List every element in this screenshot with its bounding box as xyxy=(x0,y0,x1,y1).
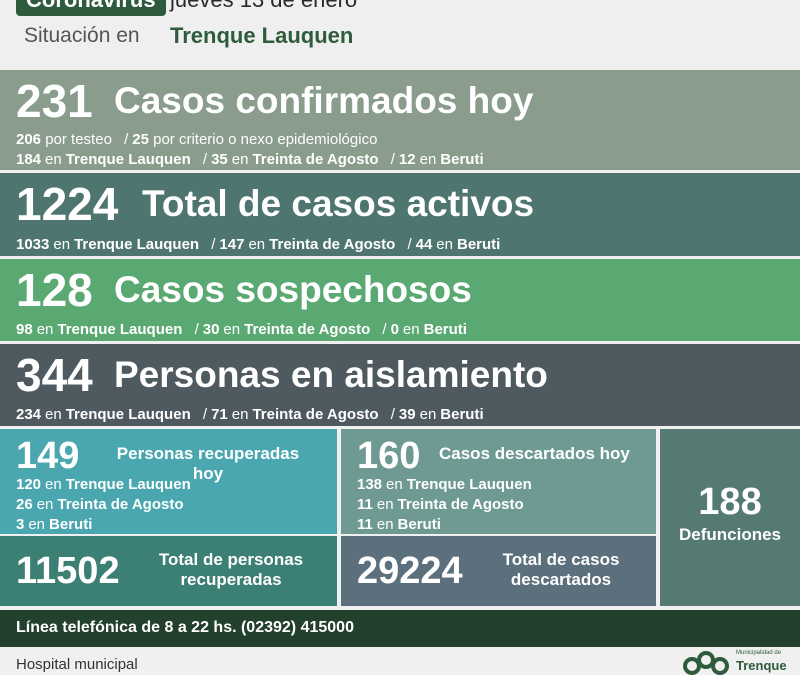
recovered-loc-ta: 26 en Treinta de Agosto xyxy=(16,496,184,513)
loc-name: Beruti xyxy=(440,151,484,168)
suspect-locations: 98 en Trenque Lauquen /30 en Treinta de Agos… xyxy=(16,321,467,338)
discarded-title: Casos descartados hoy xyxy=(439,444,630,463)
loc-count: 30 xyxy=(202,321,220,338)
loc-name: Beruti xyxy=(423,321,467,338)
isolation-locations: 234 en Trenque Lauquen /71 en Treinta de Ago… xyxy=(16,406,484,423)
loc-count: 39 xyxy=(398,406,416,423)
loc-name: Trenque Lauquen xyxy=(65,151,191,168)
loc-count: 147 xyxy=(219,236,245,253)
hospital-label: Hospital municipal xyxy=(16,656,138,673)
recovered-box: 149 Personas recuperadas hoy 120 en Trenqu… xyxy=(0,429,337,534)
loc-count: 12 xyxy=(398,151,416,168)
active-panel: 1224 Total de casos activos 1033 en Trenqu… xyxy=(0,173,800,256)
active-title: Total de casos activos xyxy=(142,183,535,224)
confirmed-panel: 231 Casos confirmados hoy 206 por testeo… xyxy=(0,70,800,170)
loc-count: 71 xyxy=(211,406,228,423)
loc-name: Trenque Lauquen xyxy=(57,321,183,338)
logo-rings-icon xyxy=(683,651,729,675)
discarded-loc-be: 11 en Beruti xyxy=(357,516,441,533)
logo-big-text: Trenque xyxy=(736,658,787,673)
loc-count: 35 xyxy=(211,151,228,168)
loc-name: Treinta de Agosto xyxy=(269,236,396,253)
loc-count: 0 xyxy=(390,321,399,338)
testeo-label: por testeo xyxy=(45,131,112,148)
suspect-number: 128 xyxy=(16,264,93,316)
deaths-box: 188 Defunciones xyxy=(660,429,800,606)
deaths-number: 188 xyxy=(698,481,762,523)
loc-count: 234 xyxy=(16,406,42,423)
discarded-total-label: Total de casos descartados xyxy=(502,550,620,589)
recovered-loc-tl: 120 en Trenque Lauquen xyxy=(16,476,191,493)
loc-name: Trenque Lauquen xyxy=(65,406,191,423)
report-date: jueves 13 de enero xyxy=(170,0,357,14)
discarded-box: 160 Casos descartados hoy 138 en Trenque L… xyxy=(341,429,656,534)
suspect-title: Casos sospechosos xyxy=(114,269,472,310)
loc-count: 184 xyxy=(16,151,42,168)
loc-count: 1033 xyxy=(16,236,50,253)
loc-name: Treinta de Agosto xyxy=(252,406,379,423)
loc-name: Trenque Lauquen xyxy=(74,236,200,253)
confirmed-title: Casos confirmados hoy xyxy=(114,80,534,121)
confirmed-locations: 184 en Trenque Lauquen /35 en Treinta de Ago… xyxy=(16,151,484,168)
confirmed-number: 231 xyxy=(16,75,93,127)
confirmed-detail-line: 206 por testeo /25 por criterio o nexo e… xyxy=(16,131,378,148)
loc-count: 44 xyxy=(415,236,433,253)
loc-name: Beruti xyxy=(440,406,484,423)
loc-count: 98 xyxy=(16,321,33,338)
recovered-title: Personas recuperadas hoy xyxy=(116,444,300,483)
loc-name: Treinta de Agosto xyxy=(244,321,371,338)
loc-name: Beruti xyxy=(456,236,501,253)
discarded-total-number: 29224 xyxy=(357,550,463,592)
recovered-number: 149 xyxy=(16,435,80,477)
recovered-loc-be: 3 en Beruti xyxy=(16,516,93,533)
criterio-label: por criterio o nexo epidemiológico xyxy=(153,131,378,148)
discarded-loc-tl: 138 en Trenque Lauquen xyxy=(357,476,532,493)
active-locations: 1033 en Trenque Lauquen /147 en Treinta de A… xyxy=(16,236,501,253)
recovered-total-label: Total de personas recuperadas xyxy=(158,550,304,589)
coronavirus-badge: Coronavirus xyxy=(16,0,166,16)
isolation-panel: 344 Personas en aislamiento 234 en Trenque… xyxy=(0,344,800,426)
recovered-total-box: 11502 Total de personas recuperadas xyxy=(0,536,337,606)
suspect-panel: 128 Casos sospechosos 98 en Trenque Lauque… xyxy=(0,259,800,341)
phone-bar: Línea telefónica de 8 a 22 hs. (02392) 4… xyxy=(0,610,800,647)
isolation-number: 344 xyxy=(16,349,93,401)
isolation-title: Personas en aislamiento xyxy=(114,354,548,395)
situation-label: Situación en xyxy=(24,24,140,47)
active-number: 1224 xyxy=(16,178,119,230)
testeo-count: 206 xyxy=(16,131,42,148)
recovered-total-number: 11502 xyxy=(16,550,120,592)
phone-text: Línea telefónica de 8 a 22 hs. (02392) 4… xyxy=(16,619,354,636)
discarded-total-box: 29224 Total de casos descartados xyxy=(341,536,656,606)
discarded-number: 160 xyxy=(357,435,421,477)
municipality-logo: Municipalidad de Trenque xyxy=(682,648,792,675)
criterio-count: 25 xyxy=(132,131,149,148)
logo-small-text: Municipalidad de xyxy=(736,650,782,656)
deaths-label: Defunciones xyxy=(678,525,782,544)
situation-city: Trenque Lauquen xyxy=(170,23,354,48)
header: Coronavirus jueves 13 de enero Situación… xyxy=(0,0,800,70)
loc-name: Treinta de Agosto xyxy=(252,151,379,168)
discarded-loc-ta: 11 en Treinta de Agosto xyxy=(357,496,524,513)
